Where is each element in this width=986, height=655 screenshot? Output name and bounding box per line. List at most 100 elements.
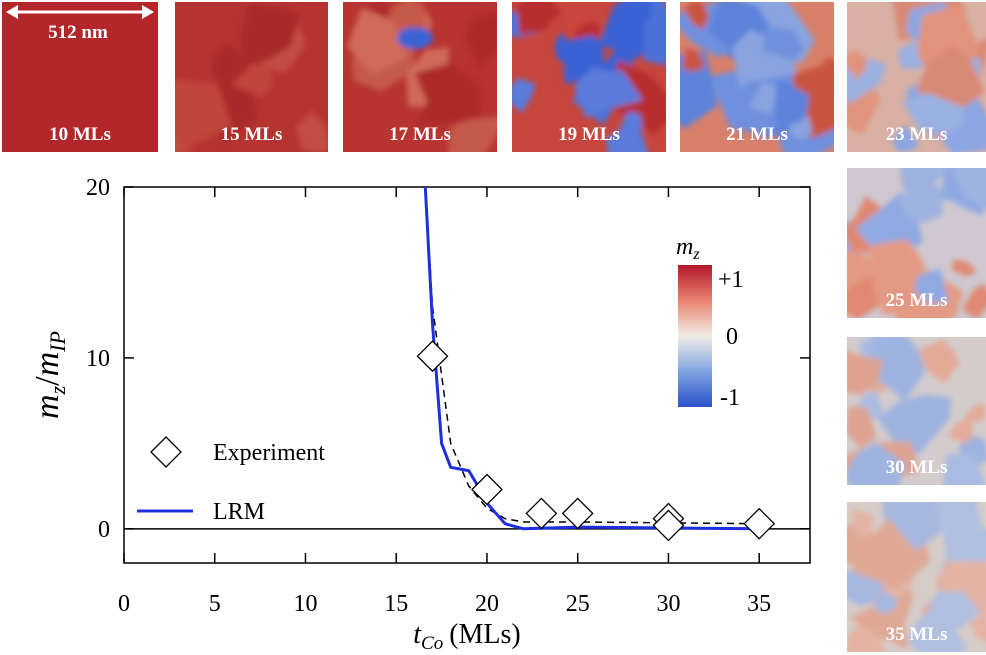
domain-map: 25 MLs: [847, 168, 986, 318]
plot: 0 5 10 15 20 25 30 35 0 10 20 Experiment LRM: [86, 175, 810, 617]
colorbar-label: +1: [718, 267, 744, 293]
domain: [913, 269, 950, 303]
domain: [847, 273, 879, 318]
domain: [918, 338, 960, 384]
y-label-part: m: [29, 352, 66, 377]
colorbar-title-symbol: m: [676, 234, 693, 260]
domain: [908, 605, 968, 652]
y-tick-label: 0: [98, 517, 110, 543]
domain: [397, 27, 433, 49]
y-label-part: IP: [45, 331, 70, 353]
scale-bar: 512 nm: [6, 5, 154, 43]
colorbar: mz +1 0 -1: [676, 234, 744, 411]
tile-label: 10 MLs: [49, 124, 111, 145]
y-label-part: z: [45, 385, 70, 395]
x-tick-label: 10: [293, 591, 317, 617]
domain: [885, 502, 940, 551]
marker: [416, 340, 449, 373]
domain: [516, 2, 562, 35]
domain: [346, 8, 408, 74]
colorbar-label: -1: [720, 385, 740, 411]
tile-label: 17 MLs: [389, 124, 451, 145]
tile-content: [680, 2, 834, 152]
domain-map: 15 MLs: [175, 2, 328, 152]
tile-domains: [512, 2, 666, 152]
domain: [414, 62, 482, 126]
domain: [618, 111, 643, 143]
marker: [471, 473, 503, 506]
domain-map: 10 MLs: [2, 2, 158, 152]
marker: [652, 509, 685, 542]
tile-domains: [847, 337, 986, 485]
fit-line: [424, 186, 760, 525]
tile-label: 19 MLs: [558, 124, 620, 145]
legend-label: Experiment: [213, 440, 325, 466]
domain-map: 21 MLs: [680, 2, 834, 152]
x-label-subscript: Co: [421, 633, 443, 654]
tile-domains: [847, 168, 986, 318]
domain: [573, 67, 643, 119]
x-tick-label: 25: [566, 591, 590, 617]
y-label-part: /: [29, 376, 66, 386]
tile-label: 21 MLs: [726, 124, 788, 145]
tile-label: 30 MLs: [886, 457, 948, 478]
domain: [211, 43, 247, 85]
arrow-head: [142, 5, 154, 19]
domain: [851, 509, 875, 539]
legend-marker: [150, 436, 182, 468]
tile-label: 25 MLs: [886, 290, 948, 311]
domain: [899, 183, 943, 223]
domain: [296, 111, 328, 152]
domain: [763, 26, 805, 61]
tile-content: [2, 2, 158, 152]
y-tick-label: 20: [86, 175, 110, 201]
domain: [774, 78, 810, 124]
tile-domains: [680, 2, 834, 152]
domain: [232, 63, 273, 98]
tile-content: [512, 2, 666, 152]
domain: [951, 259, 977, 277]
x-label-symbol: t: [413, 619, 422, 650]
domain-map: 17 MLs: [343, 2, 497, 152]
marker: [561, 497, 594, 530]
marker: [743, 507, 776, 540]
domain: [847, 51, 867, 80]
domain: [962, 283, 986, 318]
y-axis-label: mz/mIP: [29, 331, 70, 419]
x-tick-label: 30: [656, 591, 680, 617]
tile-label: 35 MLs: [886, 624, 948, 645]
tile-label: 23 MLs: [886, 124, 948, 145]
domain: [950, 168, 986, 210]
x-tick-label: 5: [209, 591, 221, 617]
domain-map: 19 MLs: [512, 2, 666, 152]
domain: [847, 405, 877, 449]
domain: [847, 442, 906, 485]
colorbar-label: 0: [726, 324, 738, 350]
domain: [924, 45, 985, 108]
domain-map: 23 MLs: [847, 2, 986, 152]
tile-label: 15 MLs: [221, 124, 283, 145]
y-tick-label: 10: [86, 346, 110, 372]
tile-domains: [847, 502, 986, 652]
domain: [927, 502, 983, 548]
domain: [749, 82, 778, 115]
x-tick-label: 0: [118, 591, 130, 617]
tile-content: [847, 502, 986, 652]
tile-domains: [346, 2, 497, 152]
scale-bar-label: 512 nm: [48, 22, 108, 43]
legend-label: LRM: [213, 499, 265, 525]
domain: [681, 48, 706, 72]
domain: [847, 350, 884, 395]
domain: [240, 2, 301, 66]
domain: [512, 78, 536, 113]
tile-content: [175, 2, 328, 152]
x-tick-label: 15: [384, 591, 408, 617]
x-tick-label: 20: [475, 591, 499, 617]
x-axis-label: tCo (MLs): [413, 619, 521, 654]
x-tick-label: 35: [747, 591, 771, 617]
domain: [820, 57, 834, 91]
domain: [447, 116, 497, 152]
domain: [877, 394, 952, 455]
marker: [525, 497, 558, 530]
